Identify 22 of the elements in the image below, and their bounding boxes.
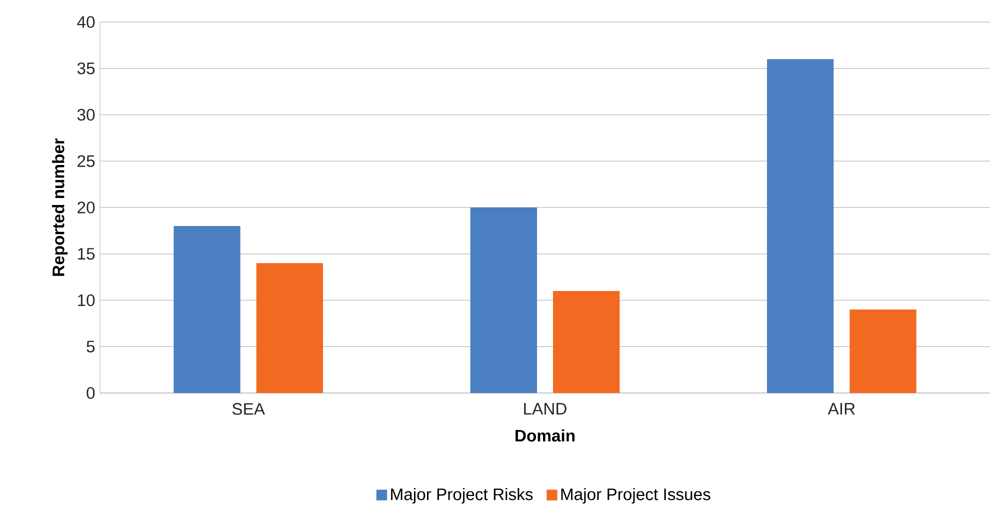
y-tick-label: 40 [77,16,95,28]
y-tick-label: 20 [78,202,95,214]
bar [174,226,240,393]
y-tick-label: 25 [78,155,95,168]
bar [767,59,834,393]
x-tick-label: SEA [232,403,265,415]
y-axis-title: Reported number [52,138,68,276]
y-tick-label: 30 [77,108,95,121]
bar [256,263,324,393]
y-tick-label: 0 [86,387,95,399]
x-axis-title: Domain [516,429,575,442]
y-tick-label: 35 [77,62,95,74]
y-tick-label: 15 [78,248,95,260]
y-tick-label: 10 [78,294,95,306]
legend-label: Major Project Issues [561,488,710,504]
x-tick-label: AIR [828,403,855,415]
y-tick-label: 5 [86,340,95,352]
bar [470,208,538,393]
legend-label: Major Project Risks [391,488,533,504]
x-tick-label: LAND [524,403,566,415]
bar [553,290,620,393]
bar [850,310,916,393]
